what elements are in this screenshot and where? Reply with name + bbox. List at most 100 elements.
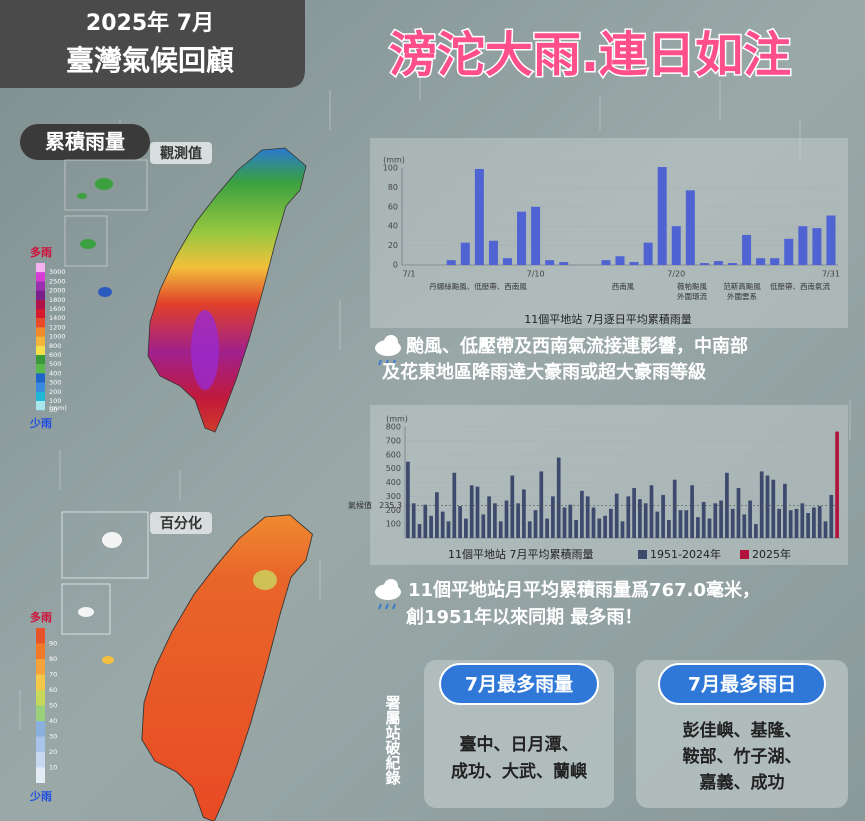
- bar: [498, 521, 503, 538]
- legend-level: 70: [49, 671, 57, 679]
- bar: [632, 488, 636, 538]
- legend-more: 多雨: [30, 245, 52, 259]
- bar: [770, 258, 780, 265]
- legend-swatch: [36, 736, 45, 752]
- bar: [597, 518, 602, 538]
- chart-panel: [370, 405, 848, 565]
- bar: [411, 503, 416, 538]
- bar: [696, 517, 700, 538]
- records-side: 署屬站破紀錄: [384, 695, 402, 786]
- legend-level: 1400: [49, 314, 66, 322]
- legend-swatch: [36, 364, 45, 374]
- bar: [458, 506, 462, 538]
- x-tick-label: 7/10: [527, 270, 545, 279]
- legend-level: 1200: [49, 323, 66, 331]
- legend-swatch: [36, 336, 45, 346]
- chart-panel: [370, 138, 848, 328]
- record-title: 7月最多雨量: [465, 673, 573, 696]
- bar: [699, 263, 709, 265]
- y-tick-label: 300: [386, 492, 401, 501]
- map-tag-box: [150, 142, 212, 164]
- normal-value: 235.3: [379, 501, 402, 510]
- bar: [643, 242, 653, 265]
- bar: [643, 503, 648, 538]
- legend-swatch: [36, 391, 45, 401]
- record-line: 成功、大武、蘭嶼: [451, 761, 587, 782]
- legend-swatch: [36, 752, 45, 768]
- y-tick-label: 200: [386, 506, 401, 515]
- legend-level: 90: [49, 640, 57, 648]
- bar: [728, 263, 738, 265]
- bar: [517, 211, 527, 265]
- bar: [609, 508, 613, 538]
- legend-level: 50: [49, 406, 57, 414]
- y-tick-label: 700: [386, 436, 401, 445]
- bar: [678, 510, 683, 538]
- bullet-text: 及花東地區降雨達大豪雨或超大豪雨等級: [382, 361, 706, 383]
- bar: [556, 457, 561, 538]
- bar: [474, 168, 484, 265]
- y-unit: (mm): [383, 156, 405, 165]
- legend-swatch: [638, 550, 647, 559]
- inset-frame: [64, 215, 108, 267]
- bar: [551, 496, 555, 538]
- bar: [417, 524, 422, 538]
- y-tick-label: 100: [383, 164, 398, 173]
- bar: [817, 506, 822, 538]
- bar: [719, 500, 723, 538]
- legend-level: 2500: [49, 277, 66, 285]
- legend-unit: (mm): [49, 404, 67, 412]
- legend-swatch: [36, 272, 45, 282]
- bar: [713, 503, 718, 538]
- record-line: 臺中、日月潭、: [460, 734, 579, 755]
- y-tick-label: 800: [386, 423, 401, 432]
- annotation: 外圍環流: [677, 291, 707, 301]
- x-tick-label: 7/20: [667, 270, 685, 279]
- bar: [531, 206, 541, 265]
- legend-level: 800: [49, 342, 61, 350]
- legend-less: 少雨: [29, 416, 52, 430]
- y-tick-label: 600: [386, 450, 401, 459]
- legend-swatch: [36, 690, 45, 706]
- annotation: 低壓帶、西南氣流: [770, 281, 830, 291]
- y-tick-label: 20: [388, 241, 398, 250]
- x-tick-label: 7/31: [822, 270, 840, 279]
- legend-level: 10: [49, 764, 57, 772]
- bar: [701, 501, 706, 538]
- y-tick-label: 60: [388, 202, 398, 211]
- bar: [672, 479, 677, 538]
- annotation: 薇帕颱風: [677, 281, 707, 291]
- legend-swatch: [36, 643, 45, 659]
- bar: [806, 513, 810, 538]
- bar: [742, 234, 752, 265]
- legend-swatch: [36, 401, 45, 411]
- bar: [626, 496, 631, 538]
- y-tick-label: 40: [388, 222, 398, 231]
- x-tick-label: 7/1: [403, 270, 416, 279]
- bar: [661, 494, 665, 538]
- bar: [464, 518, 468, 538]
- bar: [742, 514, 747, 538]
- bar: [488, 240, 498, 265]
- bar: [748, 500, 752, 538]
- legend-swatch: [36, 318, 45, 328]
- bar: [771, 479, 776, 538]
- map-tag: 觀測值: [160, 145, 202, 162]
- bar: [446, 521, 451, 538]
- bar: [812, 228, 822, 265]
- chart-caption: 11個平地站 7月平均累積雨量: [448, 547, 594, 561]
- legend-swatch: [36, 281, 45, 291]
- record-title-box: [439, 663, 599, 705]
- bar: [440, 511, 445, 538]
- legend-level: 80: [49, 655, 57, 663]
- legend-swatch: [36, 382, 45, 392]
- legend-swatch: [36, 721, 45, 737]
- record-title: 7月最多雨日: [688, 673, 796, 696]
- legend-swatch: [740, 550, 749, 559]
- y-tick-label: 500: [386, 464, 401, 473]
- islands: [78, 532, 122, 664]
- legend-level: 40: [49, 717, 57, 725]
- bar: [826, 215, 836, 265]
- legend-less: 少雨: [29, 789, 52, 803]
